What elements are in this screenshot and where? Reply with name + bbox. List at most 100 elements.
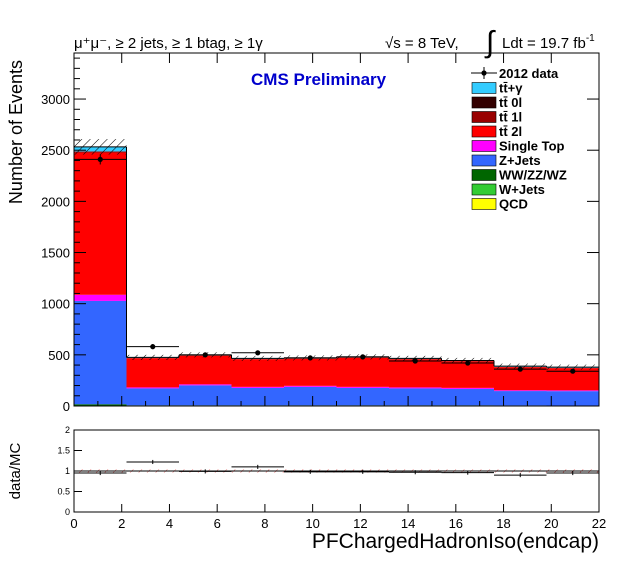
ratio-x-tick-label-1: 2 bbox=[118, 516, 125, 531]
bar-3-bin-2 bbox=[179, 385, 232, 406]
legend-swatch-8 bbox=[471, 183, 497, 196]
main-plot: 0 500 1000 1500 2000 2500 3000 CMS Preliminary… bbox=[6, 52, 600, 414]
stacked-bars bbox=[74, 146, 599, 406]
main-y-tick-label-0: 0 bbox=[63, 399, 70, 414]
cms-label: CMS Preliminary bbox=[251, 70, 387, 89]
bar-4-bin-0 bbox=[74, 294, 127, 301]
data-point-2 bbox=[202, 352, 208, 358]
legend-label-6: Z+Jets bbox=[499, 153, 541, 168]
data-points bbox=[74, 154, 599, 374]
bar-5-bin-5 bbox=[336, 357, 389, 387]
ratio-y-tick-label-0: 0 bbox=[65, 507, 70, 517]
bar-5-bin-6 bbox=[389, 359, 442, 388]
y-axis-title: Number of Events bbox=[6, 60, 26, 204]
bar-4-bin-6 bbox=[389, 387, 442, 389]
main-y-tick-label-5: 2500 bbox=[41, 143, 70, 158]
bar-3-bin-5 bbox=[336, 387, 389, 406]
data-point-6 bbox=[412, 358, 418, 364]
bar-3-bin-9 bbox=[546, 391, 599, 406]
ratio-x-tick-label-6: 12 bbox=[353, 516, 367, 531]
integral-symbol: ∫ bbox=[484, 26, 496, 59]
data-point-3 bbox=[255, 350, 261, 356]
main-y-tick-label-1: 500 bbox=[48, 348, 70, 363]
bar-4-bin-2 bbox=[179, 384, 232, 386]
ratio-x-tick-label-5: 10 bbox=[305, 516, 319, 531]
bar-2-bin-0 bbox=[74, 404, 127, 406]
ratio-plot: 0 2 4 6 8 10 12 14 16 18 20 22 0 0.5 1 1.5 2 data/MC PFC… bbox=[7, 425, 606, 553]
legend-label-5: Single Top bbox=[499, 139, 565, 154]
ratio-y-tick-label-4: 2 bbox=[65, 425, 70, 435]
legend-swatch-2 bbox=[471, 96, 497, 109]
bar-5-bin-1 bbox=[126, 358, 179, 388]
bar-4-bin-7 bbox=[441, 387, 494, 389]
legend-label-3: tt̄ 1l bbox=[499, 110, 522, 125]
main-y-tick-label-3: 1500 bbox=[41, 246, 70, 261]
ratio-y-tick-label-1: 0.5 bbox=[57, 487, 70, 497]
main-y-tick-label-6: 3000 bbox=[41, 92, 70, 107]
legend-swatch-3 bbox=[471, 111, 497, 123]
ratio-x-tick-label-8: 16 bbox=[449, 516, 463, 531]
legend-data-marker bbox=[481, 70, 487, 76]
legend-label-1: tt̄+γ bbox=[499, 81, 523, 96]
legend-label-4: tt̄ 2l bbox=[499, 124, 522, 139]
legend-label-8: W+Jets bbox=[499, 182, 545, 197]
bar-5-bin-4 bbox=[284, 358, 337, 386]
bar-5-bin-8 bbox=[494, 367, 547, 391]
ratio-x-tick-label-0: 0 bbox=[70, 516, 77, 531]
bar-5-bin-3 bbox=[231, 359, 284, 387]
bar-3-bin-6 bbox=[389, 388, 442, 406]
legend-label-2: tt̄ 0l bbox=[499, 95, 522, 110]
ratio-y-tick-label-2: 1 bbox=[65, 466, 70, 476]
data-point-9 bbox=[570, 368, 576, 374]
data-point-4 bbox=[307, 355, 313, 361]
legend-swatch-6 bbox=[471, 154, 497, 167]
ratio-y-title: data/MC bbox=[7, 442, 24, 499]
legend-swatch-9 bbox=[471, 198, 497, 210]
ratio-x-tick-label-9: 18 bbox=[496, 516, 510, 531]
bar-5-bin-9 bbox=[546, 368, 599, 391]
energy-label: √s = 8 TeV, bbox=[385, 35, 459, 52]
bar-3-bin-1 bbox=[126, 388, 179, 406]
bar-4-bin-8 bbox=[494, 390, 547, 392]
bar-4-bin-4 bbox=[284, 385, 337, 387]
ratio-x-tick-label-7: 14 bbox=[401, 516, 415, 531]
main-y-tick-label-4: 2000 bbox=[41, 194, 70, 209]
ratio-y-tick-label-3: 1.5 bbox=[57, 446, 70, 456]
bar-3-bin-4 bbox=[284, 386, 337, 406]
legend-label-9: QCD bbox=[499, 197, 528, 212]
data-point-5 bbox=[360, 354, 366, 360]
bar-3-bin-0 bbox=[74, 300, 127, 405]
ratio-x-tick-label-2: 4 bbox=[166, 516, 173, 531]
legend-swatch-1 bbox=[471, 82, 497, 94]
bar-3-bin-8 bbox=[494, 391, 547, 406]
bar-3-bin-3 bbox=[231, 387, 284, 406]
legend-label-7: WW/ZZ/WZ bbox=[499, 168, 567, 183]
legend-swatch-4 bbox=[471, 125, 497, 138]
bar-5-bin-0 bbox=[74, 152, 127, 295]
legend-swatch-5 bbox=[471, 140, 497, 152]
ratio-points bbox=[74, 459, 599, 478]
ratio-x-tick-label-11: 22 bbox=[592, 516, 606, 531]
lumi-label: Ldt = 19.7 fb-1 bbox=[502, 33, 595, 52]
bar-4-bin-3 bbox=[231, 386, 284, 388]
selection-label: μ⁺μ⁻, ≥ 2 jets, ≥ 1 btag, ≥ 1γ bbox=[74, 35, 263, 52]
lumi-exponent: -1 bbox=[586, 33, 595, 44]
lumi-text: Ldt = 19.7 fb bbox=[502, 35, 586, 52]
ratio-x-tick-label-10: 20 bbox=[544, 516, 558, 531]
data-point-8 bbox=[517, 366, 523, 372]
ratio-x-tick-label-4: 8 bbox=[261, 516, 268, 531]
ratio-axes: 0 2 4 6 8 10 12 14 16 18 20 22 0 0.5 1 1.5 2 bbox=[57, 425, 606, 531]
legend-label-0: 2012 data bbox=[499, 66, 559, 81]
legend-swatch-7 bbox=[471, 169, 497, 181]
data-point-7 bbox=[465, 360, 471, 366]
bar-5-bin-2 bbox=[179, 355, 232, 385]
ratio-x-tick-label-3: 6 bbox=[214, 516, 221, 531]
bar-3-bin-7 bbox=[441, 388, 494, 406]
bar-4-bin-1 bbox=[126, 387, 179, 389]
main-axes: 0 500 1000 1500 2000 2500 3000 bbox=[41, 53, 600, 414]
data-point-1 bbox=[150, 344, 156, 350]
main-y-tick-label-2: 1000 bbox=[41, 297, 70, 312]
bar-4-bin-9 bbox=[546, 390, 599, 392]
